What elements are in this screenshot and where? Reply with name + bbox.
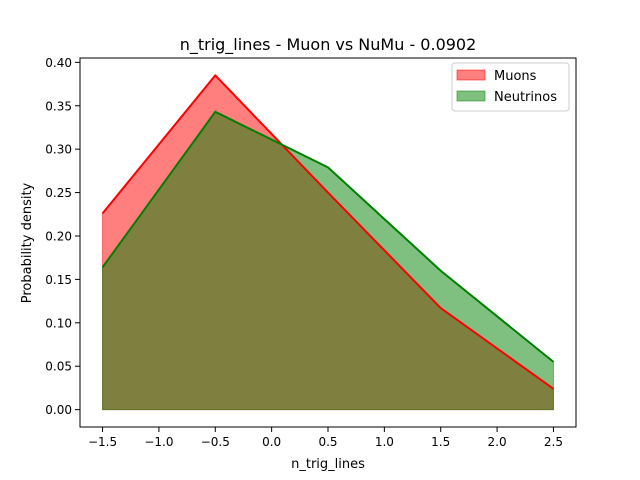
y-tick-label: 0.35	[45, 99, 72, 113]
y-tick-label: 0.25	[45, 186, 72, 200]
legend: Muons Neutrinos	[451, 62, 570, 112]
x-tick-label: −1.0	[144, 435, 173, 449]
x-tick-label: 0.5	[318, 435, 337, 449]
x-tick-label: −1.5	[88, 435, 117, 449]
x-tick-label: 2.5	[544, 435, 563, 449]
series-0-line	[101, 74, 555, 390]
series-1-line	[101, 110, 555, 363]
y-tick-label: 0.15	[45, 273, 72, 287]
y-tick-label: 0.40	[45, 56, 72, 70]
y-tick-label: 0.10	[45, 316, 72, 330]
y-axis-label: Probability density	[20, 182, 35, 303]
y-tick-label: 0.00	[45, 403, 72, 417]
x-tick-label: −0.5	[201, 435, 230, 449]
x-axis-label: n_trig_lines	[291, 457, 365, 472]
x-tick-label: 1.5	[431, 435, 450, 449]
series-layer	[101, 74, 555, 411]
x-tick-label: 1.0	[375, 435, 394, 449]
y-tick-label: 0.20	[45, 229, 72, 243]
chart-title: n_trig_lines - Muon vs NuMu - 0.0902	[180, 35, 477, 55]
legend-label-1: Neutrinos	[494, 90, 557, 105]
legend-swatch-0	[456, 69, 486, 81]
legend-label-0: Muons	[494, 69, 537, 84]
x-tick-label: 2.0	[488, 435, 507, 449]
axes-layer: −1.5 −1.0 −0.5 0.0 0.5 1.0 1.5 2.0 2.5 0.00 0.05 0.…	[45, 56, 577, 449]
x-tick-label: 0.0	[262, 435, 281, 449]
y-tick-label: 0.05	[45, 360, 72, 374]
legend-swatch-1	[456, 90, 486, 102]
y-tick-label: 0.30	[45, 143, 72, 157]
